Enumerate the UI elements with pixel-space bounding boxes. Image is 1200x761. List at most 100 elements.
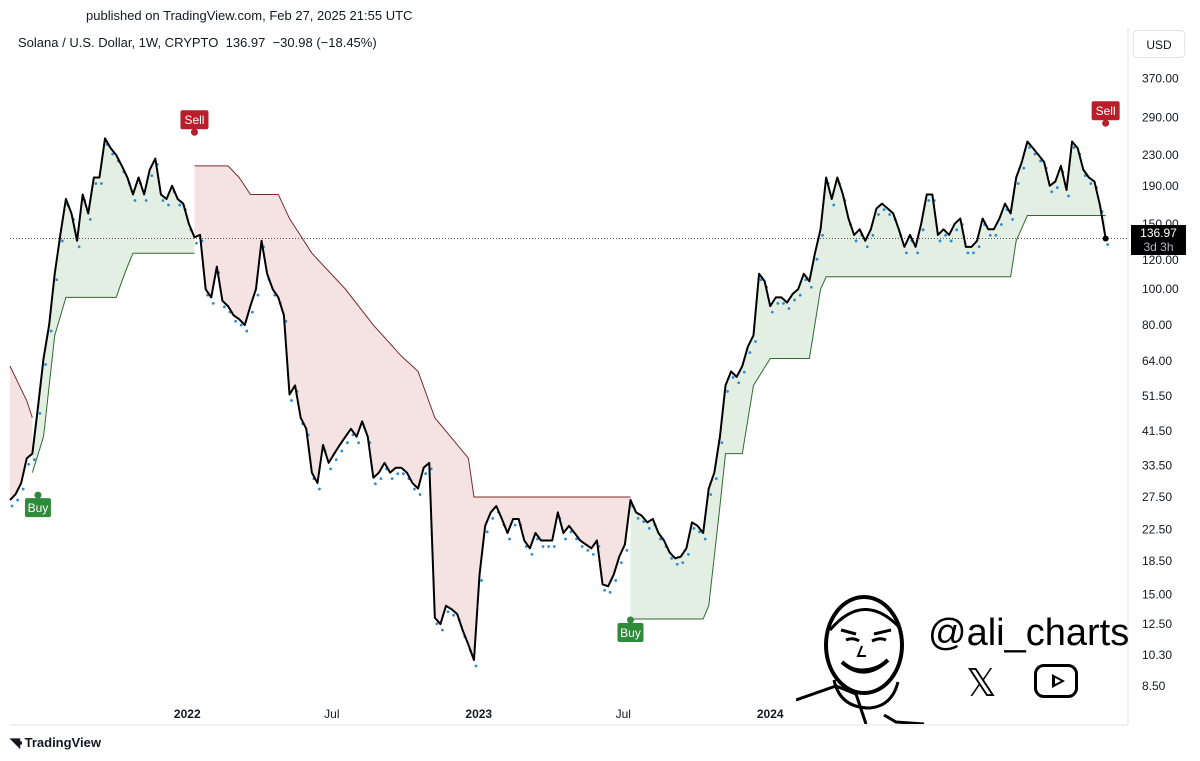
- price-dot: [681, 561, 685, 565]
- price-dot: [55, 278, 59, 282]
- price-dot: [877, 213, 880, 216]
- price-dot: [938, 239, 942, 243]
- price-dot: [927, 199, 931, 202]
- price-dot: [435, 622, 439, 626]
- price-dot: [340, 449, 344, 453]
- price-dot: [290, 399, 293, 402]
- price-dot: [994, 233, 998, 237]
- price-dot: [94, 182, 98, 185]
- price-dot: [211, 301, 215, 305]
- symbol-info[interactable]: Solana / U.S. Dollar, 1W, CRYPTO 136.97 …: [18, 35, 377, 50]
- price-dot: [474, 664, 478, 668]
- price-dot: [27, 462, 31, 466]
- price-dot: [429, 467, 433, 471]
- price-dot: [10, 504, 14, 508]
- price-dot: [754, 340, 757, 343]
- support-line-1: [630, 214, 1106, 620]
- support-fill-1: [630, 141, 1106, 619]
- published-note: published on TradingView.com, Feb 27, 20…: [86, 8, 413, 23]
- price-dot: [1106, 243, 1110, 246]
- price-dot: [111, 152, 115, 156]
- price-dot: [530, 552, 534, 556]
- price-dot: [748, 351, 752, 354]
- price-dot: [809, 285, 813, 289]
- price-dot: [742, 370, 746, 374]
- price-dot: [591, 552, 595, 556]
- price-dot: [905, 251, 908, 255]
- x-logo-icon[interactable]: 𝕏: [966, 661, 997, 705]
- price-dot: [636, 517, 640, 520]
- signal-label: Buy: [620, 626, 641, 640]
- signal-badge: [1091, 101, 1120, 121]
- resistance-line-0: [9, 365, 33, 418]
- price-dot: [329, 467, 333, 471]
- price-dot: [647, 526, 651, 530]
- price-dot: [513, 523, 517, 527]
- price-dot: [955, 228, 959, 232]
- price-dot: [698, 530, 701, 534]
- price-dot: [776, 301, 780, 305]
- price-dot: [413, 487, 416, 491]
- price-dot: [418, 493, 422, 496]
- y-tick-label: 33.50: [1142, 458, 1172, 472]
- currency-button[interactable]: USD: [1133, 30, 1185, 58]
- price-dot: [608, 590, 612, 594]
- price-dot: [552, 545, 556, 548]
- price-dot: [195, 241, 198, 245]
- price-dot: [821, 233, 824, 237]
- y-tick-label: 370.00: [1142, 71, 1179, 85]
- last-price-label: 136.97 3d 3h: [1131, 225, 1186, 255]
- price-dot: [972, 251, 975, 255]
- price-dot: [1027, 146, 1031, 149]
- price-dot: [871, 233, 875, 237]
- price-dot: [642, 520, 646, 524]
- y-tick-label: 51.50: [1142, 389, 1172, 403]
- price-dot: [245, 329, 249, 333]
- price-line: [9, 137, 1107, 661]
- price-dot: [446, 610, 450, 614]
- price-dot: [804, 278, 808, 282]
- price-dot: [379, 477, 383, 481]
- price-dot: [686, 552, 690, 556]
- price-dot: [250, 310, 254, 314]
- price-dot: [737, 381, 741, 385]
- y-tick-label: 41.50: [1142, 424, 1172, 438]
- x-tick-label: Jul: [616, 707, 631, 721]
- tradingview-logo[interactable]: ◥▪ TradingView: [10, 735, 101, 751]
- signal-label: Sell: [184, 113, 204, 127]
- price-dot: [1089, 182, 1093, 185]
- y-tick-label: 27.50: [1142, 490, 1172, 504]
- price-dot: [547, 545, 551, 548]
- price-dot: [787, 307, 791, 310]
- price-dot: [988, 233, 992, 237]
- price-dot: [703, 537, 707, 541]
- sell-signal: Sell: [180, 110, 209, 136]
- price-dot: [759, 278, 763, 282]
- price-dot: [921, 228, 925, 232]
- caricature-avatar: [796, 595, 925, 724]
- price-dot: [966, 251, 970, 255]
- price-dot: [1011, 218, 1015, 221]
- y-tick-label: 80.00: [1142, 318, 1172, 332]
- signal-label: Sell: [1096, 104, 1116, 118]
- price-dot: [770, 310, 774, 314]
- price-dot: [77, 245, 81, 249]
- signal-dot: [626, 616, 634, 624]
- price-dot: [346, 441, 349, 445]
- y-tick-label: 22.50: [1142, 522, 1172, 536]
- price-dot: [714, 477, 718, 481]
- price-dot: [16, 498, 19, 502]
- price-dot: [977, 245, 981, 249]
- price-dot: [541, 545, 545, 548]
- price-dot: [782, 301, 785, 305]
- price-dot: [1072, 146, 1076, 149]
- x-tick-label: 2024: [757, 707, 784, 721]
- youtube-play-icon[interactable]: [1034, 664, 1078, 698]
- price-dot: [441, 628, 444, 632]
- price-dot: [357, 441, 360, 445]
- y-tick-label: 12.50: [1142, 617, 1172, 631]
- price-dot: [614, 579, 618, 582]
- resistance-fill-1: [194, 165, 631, 660]
- price-dot: [161, 199, 165, 202]
